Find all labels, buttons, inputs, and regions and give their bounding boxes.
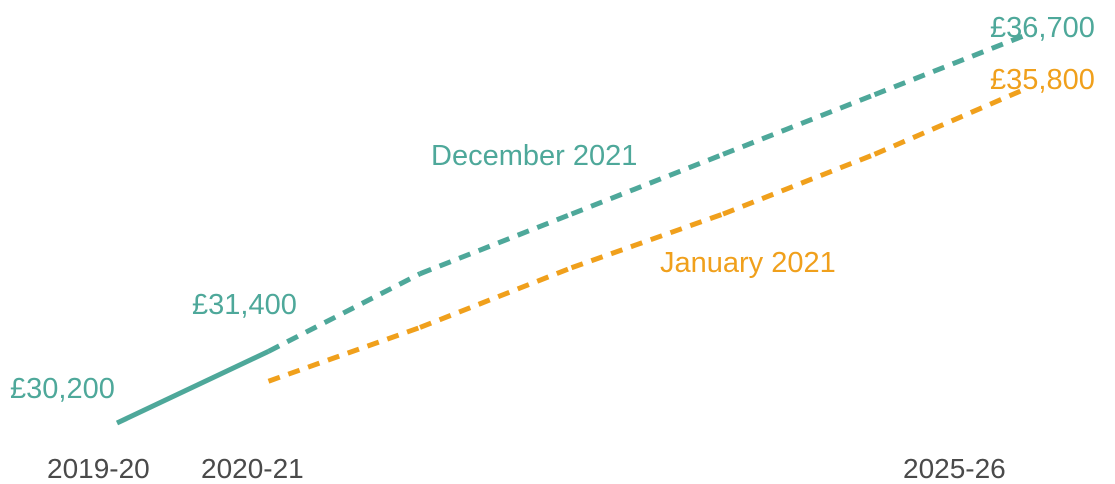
series-1-segment-2: [570, 211, 724, 271]
series-lines: [115, 32, 1027, 426]
series-0-segment-3: [570, 152, 724, 217]
x-tick-2019-20: 2019-20: [47, 453, 150, 484]
series-1-segment-4: [873, 86, 1027, 157]
value-label-36700: £36,700: [990, 12, 1095, 44]
series-1-segment-0: [267, 325, 421, 384]
series-1-segment-3: [722, 152, 876, 217]
series-1-segment-1: [419, 265, 573, 330]
value-label-35800: £35,800: [990, 64, 1095, 96]
series-0-segment-2: [419, 211, 573, 277]
x-tick-2025-26: 2025-26: [903, 453, 1006, 484]
series-0-segment-0: [115, 349, 270, 426]
series-label-january-2021: January 2021: [660, 247, 836, 279]
value-label-30200: £30,200: [10, 373, 115, 405]
series-0-segment-1: [267, 271, 422, 354]
value-label-31400: £31,400: [192, 289, 297, 321]
series-label-december-2021: December 2021: [431, 140, 637, 172]
series-0-segment-4: [722, 92, 876, 157]
x-tick-2020-21: 2020-21: [201, 453, 304, 484]
series-0-segment-5: [873, 32, 1027, 97]
